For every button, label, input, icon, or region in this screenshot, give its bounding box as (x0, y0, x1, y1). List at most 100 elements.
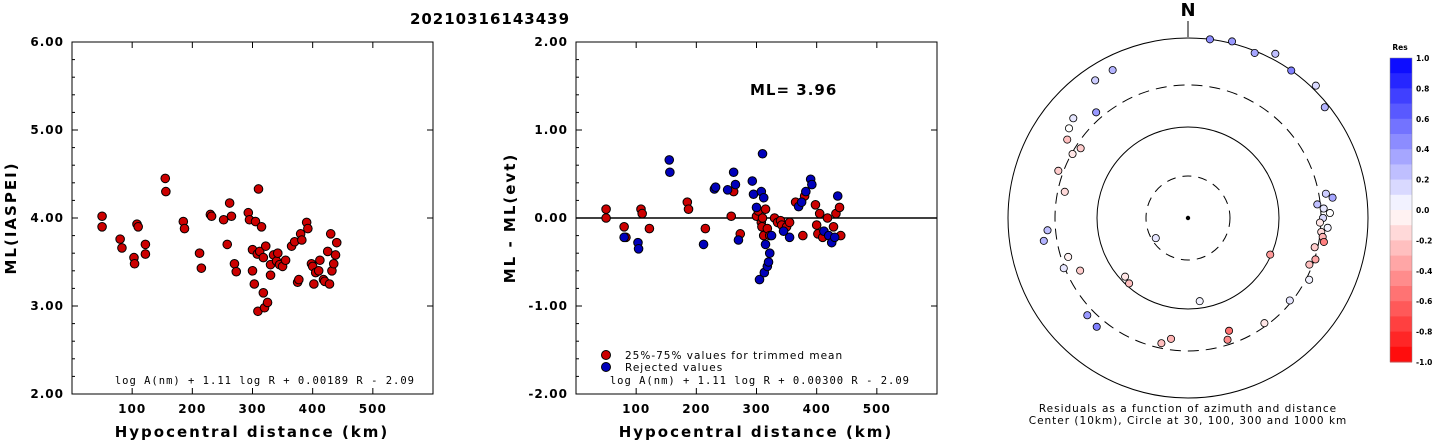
colorbar-cell (1390, 286, 1412, 302)
colorbar-title: Res (1392, 43, 1408, 52)
residual-point (1092, 108, 1101, 117)
colorbar-cell (1390, 194, 1412, 211)
colorbar-cell (1390, 316, 1412, 333)
residual-point (1108, 66, 1117, 75)
data-point (784, 232, 795, 243)
residual-point (1059, 264, 1068, 273)
x-tick-label: 400 (299, 402, 327, 416)
residual-point (1205, 35, 1214, 44)
data-point (757, 148, 768, 159)
data-point (229, 258, 240, 269)
data-point (822, 213, 833, 223)
y-tick-label: -2.00 (528, 387, 568, 401)
data-point (265, 270, 276, 281)
colorbar-cell (1390, 301, 1412, 317)
data-point (637, 208, 647, 219)
data-point (258, 252, 269, 263)
panel-azimuth-residuals: N Residuals as a function of azimuth and… (1007, 0, 1369, 427)
formula-text: log A(nm) + 1.11 log R + 0.00300 R - 2.0… (610, 375, 910, 387)
data-point (710, 182, 721, 192)
data-point (764, 248, 775, 258)
residual-point (1069, 114, 1078, 123)
data-point (766, 230, 777, 241)
residual-point (1083, 311, 1092, 320)
data-point (726, 211, 737, 222)
residual-point (1167, 334, 1176, 343)
data-point (829, 232, 840, 243)
colorbar-cells (1389, 57, 1413, 363)
event-id-title: 20210316143439 (410, 10, 570, 28)
ring-30km (1145, 175, 1231, 261)
colorbar-cell (1390, 179, 1412, 196)
data-point (218, 214, 229, 225)
y-tick-label: -1.00 (528, 299, 568, 313)
north-label: N (1180, 0, 1195, 21)
residual-point (1325, 209, 1334, 218)
residual-point (1054, 166, 1063, 175)
data-point (322, 246, 333, 257)
x-tick-label: 500 (863, 402, 891, 416)
x-tick-label: 500 (359, 402, 387, 416)
data-point (330, 250, 341, 260)
data-point (324, 279, 335, 289)
data-point (226, 211, 237, 222)
data-point (179, 223, 190, 234)
residual-point (1271, 49, 1280, 58)
data-point (140, 239, 151, 250)
residual-point (1319, 204, 1328, 213)
legend-trimmed-label: 25%-75% values for trimmed mean (625, 350, 843, 362)
data-point (222, 239, 233, 250)
x-tick-label: 100 (622, 402, 650, 416)
residual-point (1043, 226, 1052, 235)
residual-point (1319, 237, 1328, 246)
data-point (784, 217, 795, 228)
data-point (247, 266, 258, 276)
data-point (601, 213, 611, 223)
residual-point (1225, 326, 1234, 335)
y-tick-label: 1.00 (534, 123, 568, 137)
y-tick-label: 4.00 (30, 211, 64, 225)
colorbar-tick-label: -0.6 (1416, 297, 1432, 306)
data-point (97, 211, 107, 222)
colorbar-cell (1390, 164, 1412, 181)
data-point (810, 200, 821, 210)
panel-ml-iaspei: 100 200 300 400 500 2.00 3.00 4.00 5.00 6.00 log … (2, 35, 434, 441)
residual-point (1305, 275, 1314, 284)
colorbar-tick-label: -0.4 (1416, 267, 1432, 276)
data-point (798, 230, 808, 241)
data-point (796, 197, 807, 207)
data-point (760, 239, 771, 250)
data-point (140, 249, 151, 259)
data-point (683, 204, 694, 214)
data-point (194, 248, 205, 258)
x-tick-label: 300 (238, 402, 266, 416)
data-point (253, 184, 264, 194)
data-point (664, 155, 675, 165)
data-point (747, 176, 758, 186)
x-tick-label: 200 (682, 402, 710, 416)
y-axis-label: ML - ML(evt) (501, 153, 519, 283)
residual-point (1092, 322, 1101, 331)
axis-ticks: 100 200 300 400 500 2.00 3.00 4.00 5.00 6.00 (30, 35, 433, 416)
colorbar-tick-label: 0.8 (1416, 84, 1429, 93)
colorbar-frame (1389, 57, 1413, 363)
data-point (763, 257, 774, 267)
ring-1000km (1007, 37, 1369, 399)
y-tick-label: 3.00 (30, 299, 64, 313)
residual-point (1228, 37, 1237, 46)
data-point (325, 229, 336, 239)
data-point (757, 213, 768, 223)
residual-point (1305, 260, 1314, 269)
residual-point (1223, 335, 1232, 344)
residual-point (1287, 66, 1296, 75)
legend-marker-trimmed (601, 350, 611, 360)
data-point (196, 263, 207, 273)
residual-colorbar: Res 1.0 0.8 0.6 0.4 0.2 0.0 -0.2 -0.4 -0.6 -0.8 -1… (1389, 43, 1432, 367)
data-point (117, 243, 127, 253)
colorbar-ticks: 1.0 0.8 0.6 0.4 0.2 0.0 -0.2 -0.4 -0.6 -0.8 -1.0 (1416, 54, 1432, 367)
residual-point (1195, 297, 1204, 306)
center-epicenter (1185, 215, 1191, 221)
data-point (260, 241, 271, 251)
residual-point (1315, 218, 1324, 227)
colorbar-cell (1390, 270, 1412, 287)
